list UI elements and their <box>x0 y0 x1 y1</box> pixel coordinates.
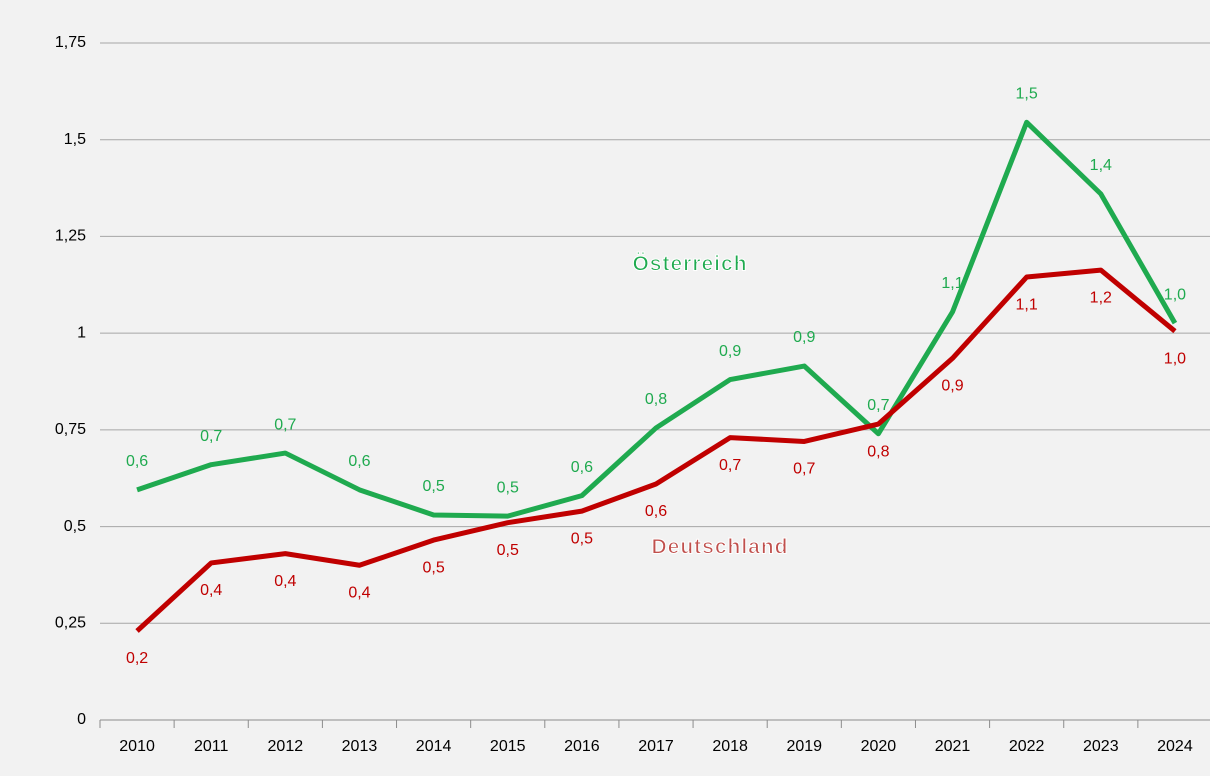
data-label: 0,5 <box>422 559 444 576</box>
data-label: 0,7 <box>274 416 296 433</box>
x-tick-label: 2019 <box>786 738 822 755</box>
data-label: 1,4 <box>1090 157 1112 174</box>
data-label: 1,1 <box>1016 296 1038 313</box>
y-tick-label: 0,25 <box>55 615 86 632</box>
data-label: 0,6 <box>571 459 593 476</box>
data-label: 0,7 <box>719 457 741 474</box>
y-tick-label: 1,5 <box>64 131 86 148</box>
x-tick-label: 2018 <box>712 738 748 755</box>
data-label: 0,7 <box>867 397 889 414</box>
y-tick-label: 1 <box>77 324 86 341</box>
y-tick-label: 0 <box>77 711 86 728</box>
data-label: 0,6 <box>126 453 148 470</box>
y-tick-label: 0,5 <box>64 518 86 535</box>
data-label: 0,5 <box>571 530 593 547</box>
data-label: 1,0 <box>1164 286 1186 303</box>
x-tick-label: 2021 <box>935 738 971 755</box>
x-tick-label: 2010 <box>119 738 155 755</box>
x-tick-label: 2024 <box>1157 738 1193 755</box>
x-tick-label: 2015 <box>490 738 526 755</box>
x-tick-label: 2017 <box>638 738 674 755</box>
data-label: 0,4 <box>200 582 222 599</box>
data-label: 0,7 <box>200 428 222 445</box>
x-tick-label: 2013 <box>342 738 378 755</box>
x-tick-label: 2016 <box>564 738 600 755</box>
data-label: 1,1 <box>941 275 963 292</box>
x-tick-label: 2022 <box>1009 738 1045 755</box>
lines <box>135 119 1178 633</box>
data-label: 0,2 <box>126 650 148 667</box>
x-tick-label: 2020 <box>861 738 897 755</box>
series-line <box>135 267 1177 633</box>
x-tick-label: 2011 <box>194 738 229 755</box>
series-label: Deutschland <box>651 536 788 559</box>
data-label: 0,5 <box>497 542 519 559</box>
x-tick-label: 2014 <box>416 738 452 755</box>
data-label: 0,5 <box>497 479 519 496</box>
data-label: 0,9 <box>941 378 963 395</box>
data-label: 0,9 <box>719 343 741 360</box>
data-label: 0,6 <box>348 453 370 470</box>
y-tick-label: 1,75 <box>55 34 86 51</box>
data-label: 0,8 <box>867 443 889 460</box>
data-label: 1,2 <box>1090 289 1112 306</box>
data-label: 0,8 <box>645 391 667 408</box>
series-label: Österreich <box>632 253 747 276</box>
series-line <box>136 119 1178 519</box>
data-label: 1,0 <box>1164 350 1186 367</box>
y-tick-label: 1,25 <box>55 228 86 245</box>
data-label: 0,4 <box>348 584 370 601</box>
data-label: 0,9 <box>793 329 815 346</box>
grid <box>99 42 1210 728</box>
x-tick-label: 2012 <box>268 738 304 755</box>
y-tick-label: 0,75 <box>55 421 86 438</box>
labels: 0 0,25 0,5 0,75 1 1,25 1,5 1,75 2010 2011 2012 2013… <box>55 34 1193 755</box>
data-label: 1,5 <box>1016 86 1038 103</box>
data-label: 0,5 <box>422 478 444 495</box>
data-label: 0,4 <box>274 573 296 590</box>
data-label: 0,7 <box>793 461 815 478</box>
data-label: 0,6 <box>645 503 667 520</box>
x-tick-label: 2023 <box>1083 738 1119 755</box>
